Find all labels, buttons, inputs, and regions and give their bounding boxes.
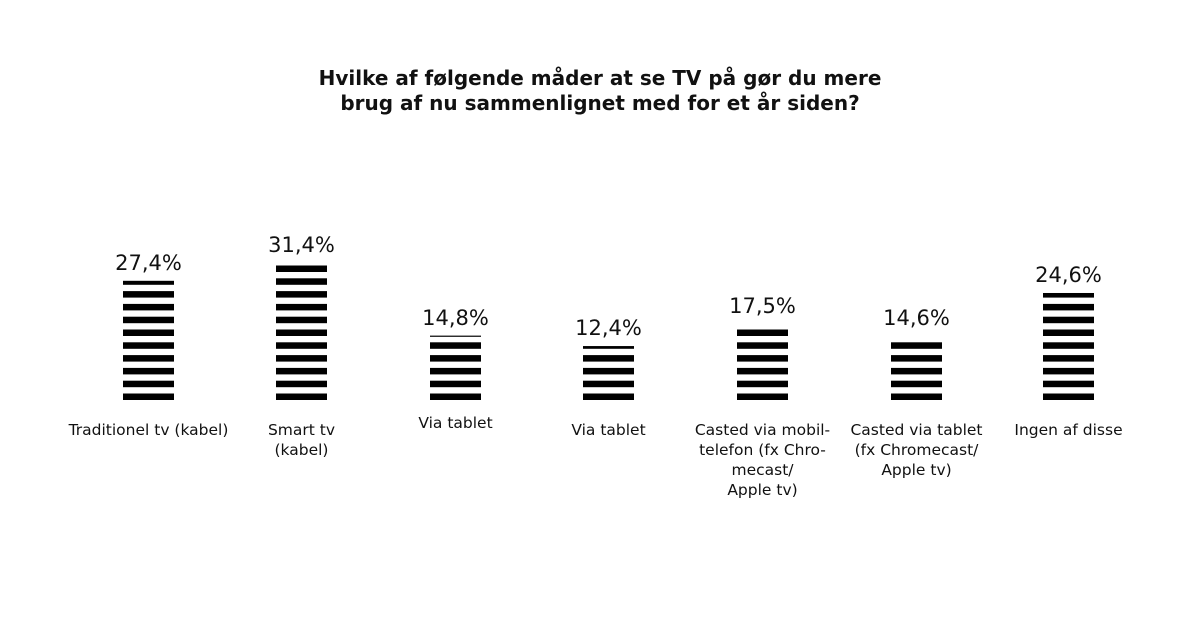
bar-stripe xyxy=(430,355,481,362)
bar-stripe xyxy=(891,380,942,388)
bar-stripe xyxy=(276,329,327,336)
bar-0 xyxy=(123,280,174,400)
bar-stripe xyxy=(737,342,788,349)
bar-stripe xyxy=(276,265,327,272)
bar-stripe xyxy=(1043,316,1094,324)
bar-stripe xyxy=(123,367,174,375)
bar-stripe xyxy=(891,342,942,349)
bar-stripe xyxy=(583,355,634,362)
bar-stripe xyxy=(737,380,788,388)
bar-stripe xyxy=(1043,367,1094,375)
bar-stripe xyxy=(891,355,942,362)
category-label: Via tablet xyxy=(366,413,546,433)
bar-stripe xyxy=(737,329,788,336)
bar-stripe xyxy=(583,393,634,400)
category-label-line: (kabel) xyxy=(274,441,329,459)
bar-stripe xyxy=(123,380,174,388)
category-label-line: Casted via tablet xyxy=(850,421,983,439)
bar-stripe xyxy=(276,355,327,362)
bar-stripe xyxy=(430,335,481,337)
bar-stripe xyxy=(430,367,481,375)
bar-stripe xyxy=(276,303,327,311)
bar-stripe xyxy=(583,380,634,388)
category-label: Casted via mobil-telefon (fx Chro-mecast… xyxy=(673,420,853,500)
category-label-line: Via tablet xyxy=(571,421,646,439)
bar-stripe xyxy=(123,316,174,324)
bar-stripe xyxy=(1043,303,1094,311)
bar-stripe xyxy=(430,393,481,400)
category-label-line: Via tablet xyxy=(418,414,493,432)
category-label-line: Casted via mobil- xyxy=(694,421,831,439)
bar-stripe xyxy=(123,355,174,362)
data-label: 14,8% xyxy=(422,305,489,330)
data-label: 24,6% xyxy=(1035,262,1102,287)
category-label: Casted via tablet (fx Chromecast/Apple tv… xyxy=(827,420,1007,480)
bar-stripe xyxy=(123,303,174,311)
data-label: 12,4% xyxy=(575,316,642,341)
bar-4 xyxy=(737,329,788,400)
bar-stripe xyxy=(1043,292,1094,298)
bar-stripe xyxy=(1043,393,1094,400)
bar-stripe xyxy=(583,367,634,375)
bar-stripe xyxy=(1043,329,1094,336)
bar-5 xyxy=(891,342,942,400)
category-label: Via tablet xyxy=(519,420,699,440)
data-label: 14,6% xyxy=(883,306,950,331)
chart-title-line-2: brug af nu sammenlignet med for et år si… xyxy=(340,91,860,115)
category-label-line: Apple tv) xyxy=(881,461,952,479)
chart-title-line-1: Hvilke af følgende måder at se TV på gør… xyxy=(318,66,882,90)
bar-stripe xyxy=(276,342,327,349)
bar-stripe xyxy=(1043,342,1094,349)
data-label: 27,4% xyxy=(115,250,182,275)
bar-stripe xyxy=(430,380,481,388)
bar-stripe xyxy=(891,367,942,375)
bar-stripe xyxy=(1043,355,1094,362)
bar-2 xyxy=(430,335,481,400)
bar-1 xyxy=(276,265,327,400)
bar-stripe xyxy=(276,291,327,298)
category-label: Smart tv (kabel) xyxy=(212,420,392,460)
bar-stripe xyxy=(276,393,327,400)
bar-stripe xyxy=(123,280,174,285)
bar-stripe xyxy=(737,355,788,362)
bar-stripe xyxy=(583,346,634,349)
bar-stripe xyxy=(737,367,788,375)
category-label-line: Apple tv) xyxy=(727,481,798,499)
bar-stripe xyxy=(276,367,327,375)
category-label-line: telefon (fx Chro- xyxy=(699,441,826,459)
category-label-line: (fx Chromecast/ xyxy=(854,441,979,459)
bar-stripe xyxy=(276,278,327,285)
category-label-line: Traditionel tv (kabel) xyxy=(68,421,229,439)
bar-stripe xyxy=(430,342,481,349)
bar-stripe xyxy=(891,393,942,400)
bar-stripe xyxy=(276,316,327,324)
bar-stripe xyxy=(123,329,174,336)
category-label-line: Ingen af disse xyxy=(1014,421,1123,439)
chart-title: Hvilke af følgende måder at se TV på gør… xyxy=(0,66,1200,116)
bar-stripe xyxy=(123,342,174,349)
bar-stripe xyxy=(1043,380,1094,388)
bar-stripe xyxy=(123,393,174,400)
bar-3 xyxy=(583,346,634,400)
category-label-line: mecast/ xyxy=(731,461,794,479)
bar-stripe xyxy=(276,380,327,388)
data-label: 31,4% xyxy=(268,233,335,258)
data-label: 17,5% xyxy=(729,293,796,318)
category-label-line: Smart tv xyxy=(267,421,336,439)
bar-stripe xyxy=(123,291,174,298)
category-label: Ingen af disse xyxy=(979,420,1159,440)
bar-stripe xyxy=(737,393,788,400)
bar-6 xyxy=(1043,292,1094,400)
category-label: Traditionel tv (kabel) xyxy=(59,420,239,440)
